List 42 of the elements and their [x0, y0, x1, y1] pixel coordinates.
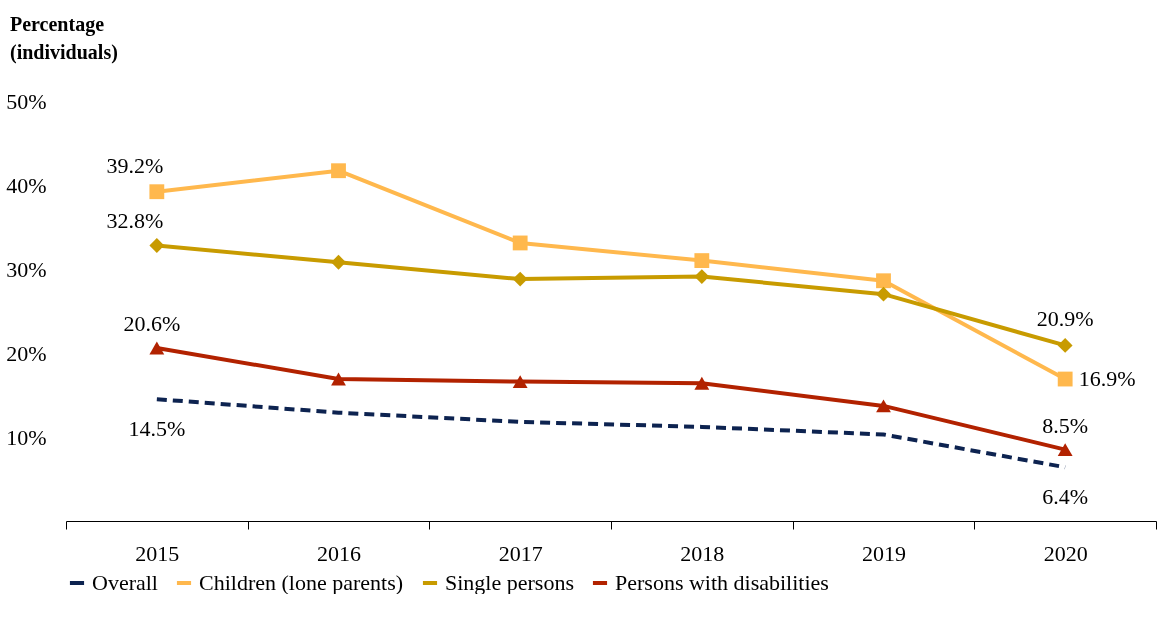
- x-tick-label: 2017: [498, 540, 543, 566]
- data-label: 16.9%: [1078, 366, 1136, 392]
- point: [876, 286, 891, 302]
- point: [512, 235, 528, 251]
- y-tick-label: 30%: [6, 256, 47, 282]
- data-label: 20.6%: [123, 310, 181, 336]
- point: [331, 163, 346, 179]
- y-axis-title: Percentage (individuals): [10, 12, 119, 66]
- y-tick-label: 20%: [6, 340, 47, 366]
- point: [149, 238, 165, 253]
- point: [512, 375, 528, 388]
- legend-label: Overall: [92, 570, 158, 595]
- point: [512, 271, 528, 287]
- data-label: 39.2%: [106, 152, 164, 178]
- point: [331, 254, 346, 270]
- x-tick-label: 2018: [680, 540, 725, 566]
- legend-label: Single persons: [445, 570, 574, 595]
- point: [1057, 338, 1073, 353]
- data-label: 8.5%: [1042, 412, 1089, 438]
- data-label: 14.5%: [128, 416, 186, 442]
- x-tick-label: 2016: [317, 540, 361, 566]
- data-label: 20.9%: [1036, 306, 1094, 332]
- y-tick-label: 40%: [6, 172, 47, 198]
- data-label: 6.4%: [1042, 484, 1089, 510]
- point: [149, 341, 165, 355]
- legend-label: Children (lone parents): [199, 570, 404, 595]
- point: [876, 399, 891, 413]
- point: [694, 269, 710, 284]
- point: [876, 273, 891, 289]
- data-label: 32.8%: [106, 208, 164, 234]
- point: [1057, 443, 1073, 457]
- point: [694, 376, 710, 390]
- point: [149, 184, 165, 200]
- legend-label: Persons with disabilities: [615, 570, 829, 595]
- point: [694, 253, 710, 269]
- x-tick-label: 2020: [1043, 540, 1088, 566]
- y-tick-label: 50%: [6, 88, 47, 114]
- x-tick-label: 2015: [135, 540, 180, 566]
- y-tick-label: 10%: [6, 424, 47, 450]
- point: [1057, 371, 1073, 387]
- x-tick-label: 2019: [862, 540, 906, 566]
- point: [331, 372, 346, 386]
